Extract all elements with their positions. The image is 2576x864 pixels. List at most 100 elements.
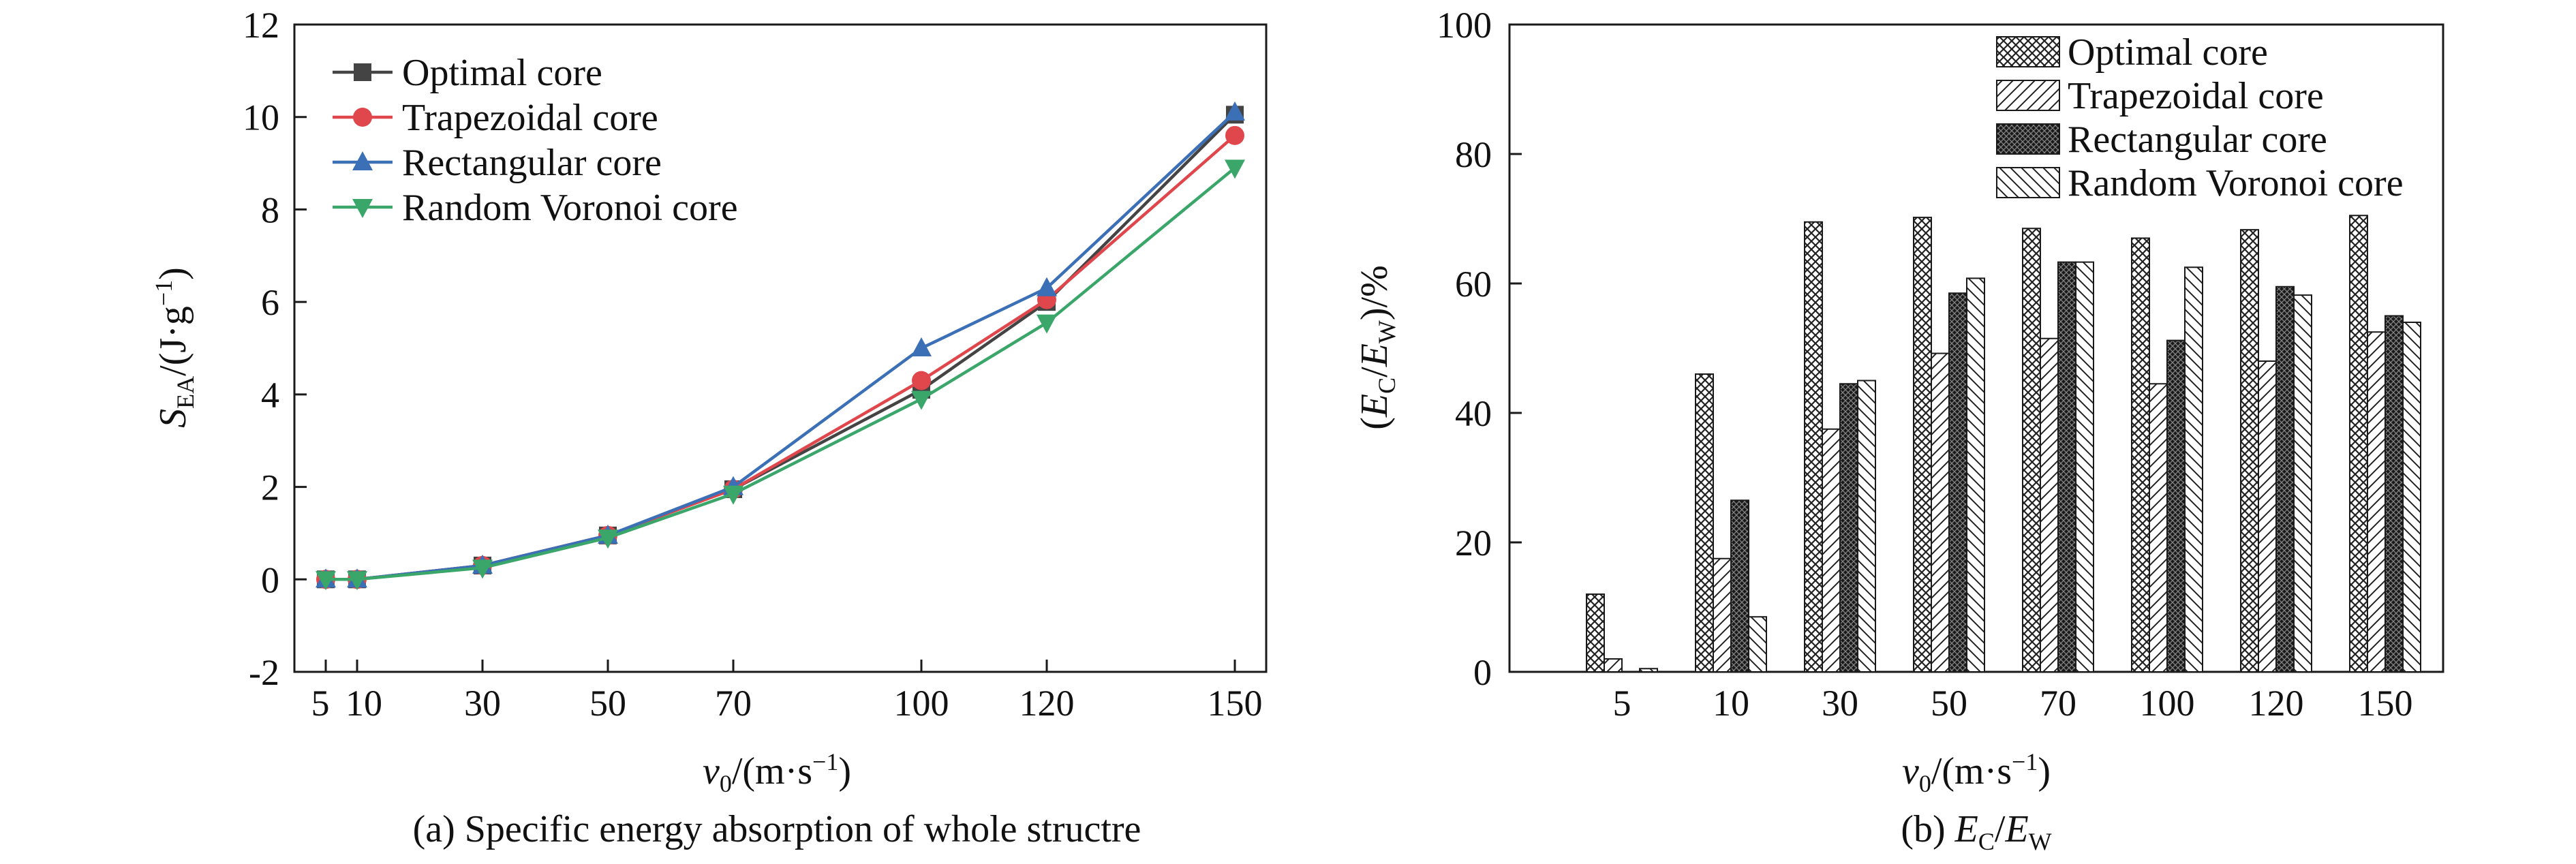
bar <box>1913 217 1932 673</box>
y-tick-label: 2 <box>261 467 279 508</box>
bar <box>1966 277 1985 673</box>
x-tick-label: 120 <box>1019 683 1075 724</box>
legend-label: Optimal core <box>402 52 602 94</box>
data-point <box>723 485 743 505</box>
bar <box>1639 668 1658 673</box>
x-tick-label: 10 <box>1713 683 1749 724</box>
legend-swatch <box>1996 80 2060 111</box>
chart-a-series <box>316 101 1245 591</box>
bar <box>2040 337 2059 673</box>
bar <box>1804 221 1823 673</box>
x-tick-label: 30 <box>464 683 501 724</box>
legend-marker <box>353 108 372 127</box>
legend-item: Optimal core <box>1996 31 2268 74</box>
bar <box>2258 360 2277 673</box>
bar <box>2385 315 2404 673</box>
y-tick-label: 80 <box>1455 134 1492 175</box>
x-tick-label: 120 <box>2249 683 2304 724</box>
series-line <box>326 113 1236 581</box>
legend-item: Rectangular core <box>333 142 662 184</box>
y-tick-label: 20 <box>1455 523 1492 564</box>
chart-b-x-axis-title: v0/(m·s−1) <box>1902 748 2051 797</box>
legend-label: Trapezoidal core <box>2068 75 2324 117</box>
y-tick-label: 60 <box>1455 264 1492 305</box>
bar <box>1713 557 1732 673</box>
legend-marker <box>352 151 373 170</box>
bar <box>1586 593 1605 673</box>
data-point <box>1225 101 1245 121</box>
series-line <box>326 166 1236 581</box>
bar <box>1730 499 1749 673</box>
bar <box>1822 428 1841 673</box>
y-tick-label: 6 <box>261 282 279 323</box>
chart-a: -2 0 2 4 6 8 10 12 5 10 30 50 70 100 120 150 Optimal c… <box>150 5 1268 850</box>
data-point <box>598 529 618 549</box>
y-tick-label: -2 <box>249 652 279 693</box>
x-tick-label: 70 <box>2040 683 2076 724</box>
chart-a-y-axis: -2 0 2 4 6 8 10 12 <box>243 5 307 693</box>
chart-a-caption: (a) Specific energy absorption of whole … <box>413 808 1141 850</box>
chart-a-x-axis-title: v0/(m·s−1) <box>703 748 851 797</box>
data-point <box>912 371 931 390</box>
data-point <box>347 571 367 591</box>
legend-item: Trapezoidal core <box>333 97 658 139</box>
chart-b-x-axis: 5 10 30 50 70 100 120 150 <box>1613 683 2413 724</box>
y-tick-label: 40 <box>1455 393 1492 434</box>
data-point <box>1225 159 1245 179</box>
legend-swatch <box>1996 36 2060 67</box>
data-point <box>1037 314 1057 334</box>
legend-item: Rectangular core <box>1996 119 2327 161</box>
legend-label: Trapezoidal core <box>402 97 658 139</box>
x-tick-label: 5 <box>1613 683 1631 724</box>
x-tick-label: 50 <box>1931 683 1967 724</box>
chart-a-plot-frame <box>293 23 1268 673</box>
bar <box>2166 339 2186 673</box>
data-point <box>911 337 932 356</box>
chart-b-y-axis-title: (EC/EW)/% <box>1353 265 1400 430</box>
y-tick-label: 100 <box>1437 5 1492 46</box>
x-tick-label: 70 <box>715 683 752 724</box>
legend-label: Rectangular core <box>402 142 662 184</box>
bar <box>2149 383 2168 673</box>
y-tick-label: 0 <box>1473 652 1492 693</box>
chart-b: 0 20 40 60 80 100 5 10 30 50 70 100 120 150 Optimal … <box>1353 5 2444 855</box>
data-point <box>472 559 493 579</box>
legend-item: Optimal core <box>333 52 602 94</box>
y-tick-label: 8 <box>261 189 279 230</box>
series-random-voronoi-core <box>316 159 1245 591</box>
data-point <box>1225 125 1244 145</box>
bar <box>2349 215 2368 673</box>
bar <box>2240 229 2259 673</box>
data-point <box>316 571 336 591</box>
bar <box>1621 671 1640 673</box>
bar <box>1695 373 1714 673</box>
y-tick-label: 0 <box>261 559 279 600</box>
y-tick-label: 4 <box>261 375 279 416</box>
y-tick-label: 12 <box>243 5 279 46</box>
bar <box>2131 237 2150 673</box>
bar <box>2057 261 2076 673</box>
legend-item: Trapezoidal core <box>1996 75 2324 117</box>
legend-label: Rectangular core <box>2068 119 2327 161</box>
bar <box>2402 322 2421 673</box>
bar <box>1931 352 1950 673</box>
bar <box>2022 228 2041 673</box>
bar <box>2075 261 2094 673</box>
y-tick-label: 10 <box>243 97 279 138</box>
x-tick-label: 5 <box>311 683 330 724</box>
bar <box>2367 331 2386 673</box>
data-point <box>911 390 932 410</box>
data-point <box>1037 277 1057 296</box>
legend-label: Optimal core <box>2068 31 2268 74</box>
bar <box>1748 616 1767 673</box>
bar <box>2275 286 2295 673</box>
bar <box>1839 383 1858 673</box>
legend-swatch <box>1996 167 2060 198</box>
legend-marker <box>354 63 371 81</box>
x-tick-label: 30 <box>1822 683 1858 724</box>
chart-b-y-axis: 0 20 40 60 80 100 <box>1437 5 1522 693</box>
x-tick-label: 100 <box>894 683 949 724</box>
legend-label: Random Voronoi core <box>402 187 738 229</box>
